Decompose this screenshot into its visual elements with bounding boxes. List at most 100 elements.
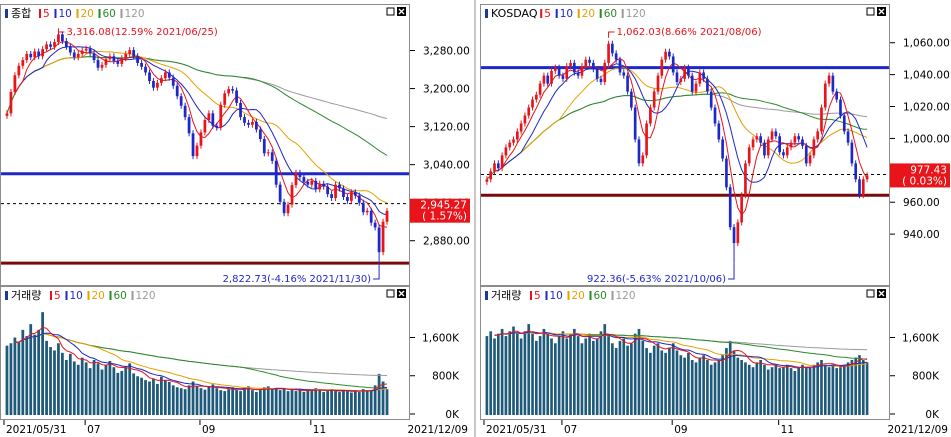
legend-swatch-120: [621, 9, 624, 18]
legend-label-10: 10: [59, 8, 72, 20]
candle-body: [702, 72, 705, 79]
volume-bar: [334, 391, 337, 415]
volume-bar: [690, 360, 694, 415]
legend-swatch-20: [87, 291, 90, 300]
candle-body: [262, 139, 266, 154]
volume-bar: [195, 386, 199, 415]
candle-body: [235, 90, 238, 103]
volume-bar: [641, 340, 645, 415]
volume-bar: [183, 389, 187, 415]
volume-bar: [755, 362, 759, 415]
candle-body: [534, 94, 538, 100]
kospi-price-close-x-icon: [398, 8, 405, 15]
volume-bar: [254, 392, 258, 415]
volume-bar: [96, 363, 100, 415]
candle-body: [29, 53, 33, 58]
candle-body: [531, 99, 534, 108]
candle-body: [485, 179, 489, 182]
volume-bar: [820, 360, 823, 415]
candle-body: [785, 147, 789, 156]
kospi-volume-chart: 거래량 5 10 20 60 120: [5, 289, 406, 415]
candle-body: [334, 184, 337, 198]
volume-bar: [534, 340, 538, 415]
candle-body: [100, 64, 104, 68]
candle-body: [361, 202, 365, 213]
legend-marker: [5, 291, 8, 300]
candle-body: [72, 52, 76, 58]
candle-body: [120, 58, 124, 64]
kosdaq-price-toggle-icon[interactable]: [866, 7, 875, 16]
candle-body: [298, 172, 302, 178]
volume-bar: [785, 364, 789, 415]
candle-body: [588, 59, 591, 63]
volume-bar: [290, 389, 294, 415]
volume-bar: [645, 348, 648, 415]
volume-bar: [76, 364, 80, 415]
candle-body: [326, 186, 330, 195]
candle-body: [804, 145, 808, 164]
volume-bar: [861, 360, 865, 415]
candle-body: [274, 160, 278, 185]
current-price-change: ( 1.57%): [422, 211, 467, 223]
volume-bar: [793, 371, 797, 415]
volume-bar: [751, 367, 755, 415]
kosdaq-price-chart: 1,062.03(8.66% 2021/08/06) 922.36(-5.63% …: [481, 7, 889, 285]
legend-swatch-60: [109, 291, 112, 300]
volume-bar: [812, 364, 816, 415]
volume-bar: [21, 329, 25, 415]
volume-bar: [266, 386, 270, 415]
kospi-volume-toggle-icon[interactable]: [386, 289, 395, 298]
volume-bar: [763, 364, 766, 415]
volume-bar: [108, 360, 112, 415]
candle-body: [290, 185, 294, 205]
candle-body: [365, 210, 369, 213]
legend-swatch-10: [65, 291, 68, 300]
candle-body: [381, 221, 385, 253]
volume-ma20-line: [14, 333, 387, 392]
x-tick-label: 09: [202, 424, 215, 436]
volume-bar: [622, 338, 626, 415]
volume-bar: [61, 352, 64, 415]
candle-body: [254, 121, 258, 130]
legend-swatch-5: [39, 9, 41, 18]
volume-bar: [37, 329, 41, 415]
candle-body: [493, 163, 496, 172]
candle-body: [839, 99, 842, 116]
candle-body: [175, 85, 179, 97]
volume-bar: [314, 388, 318, 415]
volume-bar: [649, 352, 652, 415]
candle-body: [369, 210, 373, 223]
volume-bar: [515, 333, 519, 415]
kospi-volume-axis: 0K 800K 1,600K: [410, 332, 460, 421]
candle-body: [167, 72, 171, 78]
volume-bar: [580, 343, 584, 415]
candle-body: [84, 48, 88, 51]
candle-body: [215, 125, 219, 128]
legend-marker: [5, 9, 8, 18]
candle-body: [57, 34, 60, 43]
kosdaq-date-axis: 2021/05/31 07 09 11 2021/12/09: [483, 420, 948, 436]
candle-body: [633, 107, 637, 140]
candle-body: [630, 91, 633, 108]
candle-body: [504, 147, 508, 156]
volume-bar: [365, 391, 369, 415]
volume-bar: [5, 345, 9, 415]
volume-bar: [485, 336, 489, 415]
volume-bar: [68, 353, 72, 415]
ma120-line: [486, 93, 868, 180]
legend-swatch-5: [540, 9, 543, 18]
volume-bar: [251, 390, 254, 415]
legend-title: KOSDAQ: [491, 7, 538, 20]
candle-body: [679, 78, 683, 83]
volume-bar: [235, 390, 238, 415]
legend-label-5: 5: [544, 8, 551, 20]
kospi-price-toggle-icon[interactable]: [386, 7, 395, 16]
kosdaq-volume-toggle-icon[interactable]: [866, 289, 875, 298]
candle-body: [850, 142, 854, 164]
volume-bar: [215, 388, 219, 415]
volume-bar: [72, 361, 76, 415]
volume-bar: [207, 386, 211, 415]
volume-ma5-line: [14, 326, 388, 392]
volume-bar: [45, 340, 48, 415]
kospi-volume-close-x-icon: [398, 290, 405, 297]
